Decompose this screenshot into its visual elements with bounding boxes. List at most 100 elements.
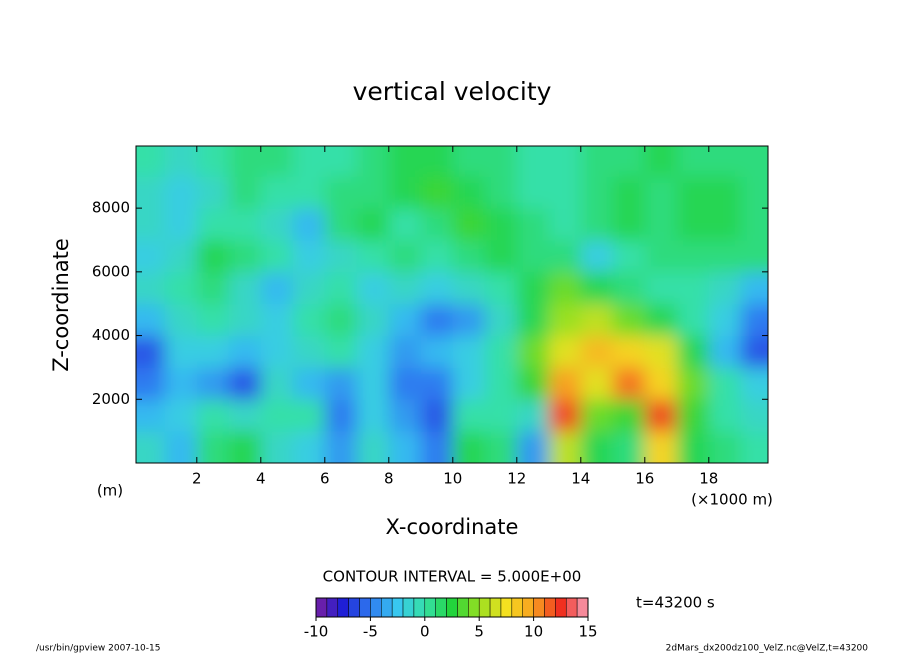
field-cell <box>196 239 230 273</box>
field-cell <box>164 239 198 273</box>
field-cell <box>580 399 614 432</box>
time-note: t=43200 s <box>636 594 715 612</box>
field-cell <box>484 176 518 209</box>
field-cell <box>484 367 518 400</box>
field-cell <box>260 399 294 432</box>
x-tick-label: 14 <box>571 470 590 488</box>
field-cell <box>324 176 358 209</box>
field-cell <box>708 303 742 337</box>
field-cell <box>292 176 326 209</box>
field-cell <box>324 303 358 337</box>
field-cell <box>548 335 582 368</box>
field-cell <box>420 239 454 273</box>
field-cell <box>740 367 768 400</box>
field-cell <box>644 367 678 400</box>
field-cell <box>708 208 742 241</box>
field-cell <box>292 399 326 432</box>
x-axis-label: X-coordinate <box>386 515 519 539</box>
field-cell <box>136 367 166 400</box>
field-cell <box>164 335 198 368</box>
field <box>136 146 768 463</box>
field-cell <box>516 146 550 177</box>
field-cell <box>136 239 166 273</box>
field-cell <box>516 399 550 432</box>
field-cell <box>260 303 294 337</box>
field-cell <box>356 303 390 337</box>
colorbar-swatch <box>348 597 360 618</box>
field-cell <box>420 176 454 209</box>
field-cell <box>228 367 262 400</box>
field-cell <box>548 431 582 463</box>
field-cell <box>580 303 614 337</box>
colorbar-swatch <box>533 597 545 618</box>
field-cell <box>196 367 230 400</box>
field-cell <box>612 303 646 337</box>
field-cell <box>644 146 678 177</box>
field-cell <box>548 176 582 209</box>
x-tick-label: 4 <box>256 470 266 488</box>
colorbar-frame <box>315 597 589 618</box>
field-cell <box>136 431 166 463</box>
field-cell <box>516 431 550 463</box>
field-cell <box>196 399 230 432</box>
field-cell <box>708 367 742 400</box>
field-cell <box>676 431 710 463</box>
colorbar-swatch <box>402 597 415 618</box>
colorbar-swatch <box>337 597 349 618</box>
colorbar-tick-label: 15 <box>578 623 597 641</box>
field-cell <box>612 335 646 368</box>
field-cell <box>388 239 422 273</box>
field-cell <box>260 239 294 273</box>
field-cell <box>516 176 550 209</box>
field-cell <box>260 335 294 368</box>
field-cell <box>580 208 614 241</box>
x-tick-label: 12 <box>507 470 526 488</box>
field-cell <box>420 399 454 432</box>
field-cell <box>548 303 582 337</box>
colorbar-swatch <box>359 597 371 618</box>
field-cell <box>580 176 614 209</box>
field-cell <box>484 399 518 432</box>
field-cell <box>356 399 390 432</box>
field-cell <box>356 208 390 241</box>
colorbar-swatch <box>478 597 491 618</box>
field-cell <box>228 303 262 337</box>
field-cell <box>196 208 230 241</box>
field-cell <box>580 239 614 273</box>
field-cell <box>292 146 326 177</box>
field-cell <box>644 239 678 273</box>
field-cell <box>516 208 550 241</box>
x-tick-label: 8 <box>384 470 394 488</box>
field-cell <box>612 399 646 432</box>
colorbar-swatch <box>576 597 589 618</box>
field-cell <box>580 431 614 463</box>
colorbar-swatch <box>457 597 469 618</box>
field-cell <box>740 146 768 177</box>
field-cell <box>420 367 454 400</box>
chart-title: vertical velocity <box>353 77 552 106</box>
field-cell <box>136 271 166 305</box>
field-cell <box>420 303 454 337</box>
field-cell <box>708 399 742 432</box>
field-cell <box>324 335 358 368</box>
field-cell <box>228 239 262 273</box>
field-cell <box>164 271 198 305</box>
field-cell <box>644 271 678 305</box>
field-cell <box>676 367 710 400</box>
colorbar-swatch <box>315 597 328 618</box>
colorbar-tick-label: 10 <box>524 623 543 641</box>
field-cell <box>196 303 230 337</box>
field-cell <box>260 367 294 400</box>
field-cell <box>644 303 678 337</box>
colorbar-swatch <box>424 597 436 618</box>
field-cell <box>292 431 326 463</box>
field-cell <box>708 146 742 177</box>
field-cell <box>292 335 326 368</box>
field-cell <box>324 208 358 241</box>
field-cell <box>644 335 678 368</box>
colorbar-swatch <box>544 597 556 618</box>
field-cell <box>292 367 326 400</box>
colorbar-swatch <box>500 597 513 618</box>
field-cell <box>740 271 768 305</box>
